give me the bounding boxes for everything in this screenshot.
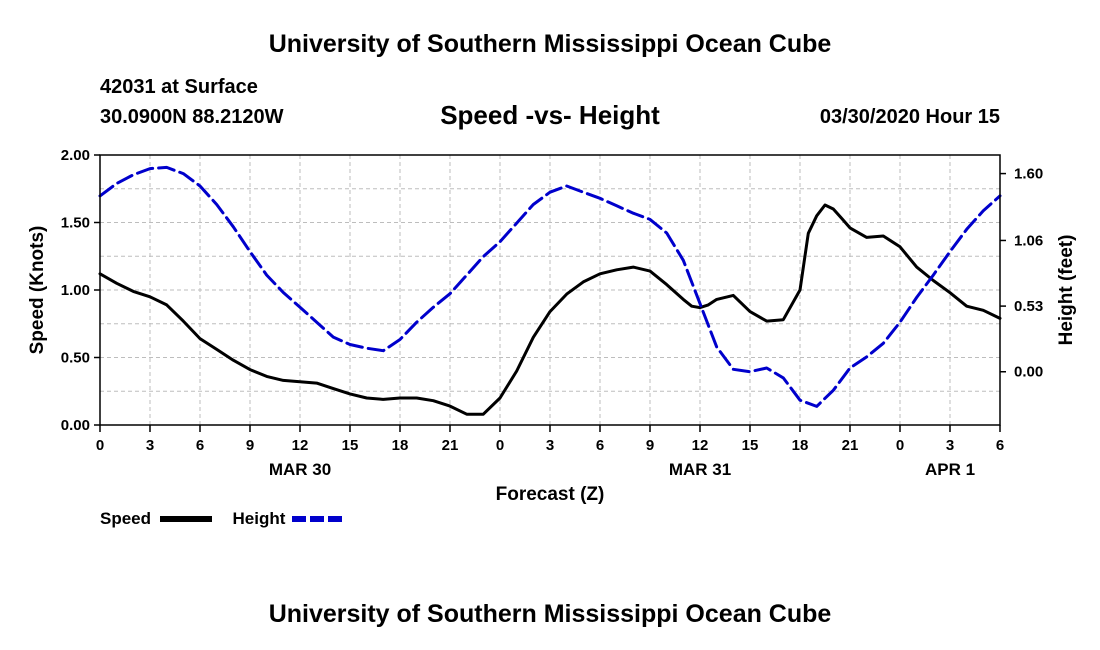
y-left-tick-label: 2.00 <box>61 147 90 164</box>
station-label: 42031 at Surface <box>100 76 258 98</box>
x-tick-label: 9 <box>646 437 654 454</box>
legend-height-label: Height <box>232 508 286 528</box>
speed-height-chart: 0 3 6 9 12 15 18 21 0 3 6 9 12 15 18 21 0 3 6 MAR 30 MAR 31 A… <box>27 147 1077 505</box>
series-line-height <box>98 165 1002 408</box>
x-tick-label: 3 <box>146 437 154 454</box>
x-tick-label: 21 <box>842 437 859 454</box>
legend-height-swatch <box>292 515 345 522</box>
x-tick-label: 6 <box>196 437 204 454</box>
footer-title: University of Southern Mississippi Ocean… <box>268 600 832 628</box>
y-left-tick-label: 1.00 <box>61 282 90 299</box>
date-label: MAR 30 <box>269 460 331 479</box>
x-tick-label: 0 <box>896 437 904 454</box>
y-axis-left-label: Speed (Knots) <box>27 226 48 355</box>
series-line-speed <box>98 203 1002 416</box>
y-right-tick-label: 0.00 <box>1014 364 1043 381</box>
x-tick-label: 15 <box>742 437 759 454</box>
legend-speed-swatch <box>159 515 212 522</box>
x-tick-label: 0 <box>96 437 104 454</box>
x-tick-label: 0 <box>496 437 504 454</box>
date-label: MAR 31 <box>669 460 731 479</box>
y-left-tick-label: 1.50 <box>61 215 90 232</box>
x-tick-label: 21 <box>442 437 459 454</box>
x-tick-label: 3 <box>946 437 954 454</box>
y-right-tick-label: 1.60 <box>1014 166 1043 183</box>
y-left-tick-label: 0.00 <box>61 417 90 434</box>
y-axis-right-label: Height (feet) <box>1056 235 1077 346</box>
x-tick-label: 3 <box>546 437 554 454</box>
series-lines <box>98 165 1002 416</box>
legend-speed-label: Speed <box>100 508 152 528</box>
y-right-tick-label: 0.53 <box>1014 298 1043 315</box>
datetime-label: 03/30/2020 Hour 15 <box>819 106 1000 128</box>
x-tick-label: 6 <box>596 437 604 454</box>
x-tick-label: 12 <box>292 437 309 454</box>
grid-lines <box>99 155 1001 425</box>
coordinates-label: 30.0900N 88.2120W <box>100 106 284 128</box>
x-tick-label: 9 <box>246 437 254 454</box>
x-tick-label: 18 <box>792 437 809 454</box>
chart-title: Speed -vs- Height <box>440 100 660 130</box>
legend: Speed Height <box>100 508 346 529</box>
x-tick-label: 15 <box>342 437 359 454</box>
axes: 0 3 6 9 12 15 18 21 0 3 6 9 12 15 18 21 0 3 6 MAR 30 MAR 31 A… <box>61 147 1043 479</box>
y-right-tick-label: 1.06 <box>1014 232 1043 249</box>
page-title: University of Southern Mississippi Ocean… <box>268 30 832 58</box>
x-tick-label: 6 <box>996 437 1004 454</box>
x-tick-label: 12 <box>692 437 709 454</box>
date-label: APR 1 <box>925 460 975 479</box>
y-left-tick-label: 0.50 <box>61 350 90 367</box>
x-axis-label: Forecast (Z) <box>496 484 605 505</box>
x-tick-label: 18 <box>392 437 409 454</box>
